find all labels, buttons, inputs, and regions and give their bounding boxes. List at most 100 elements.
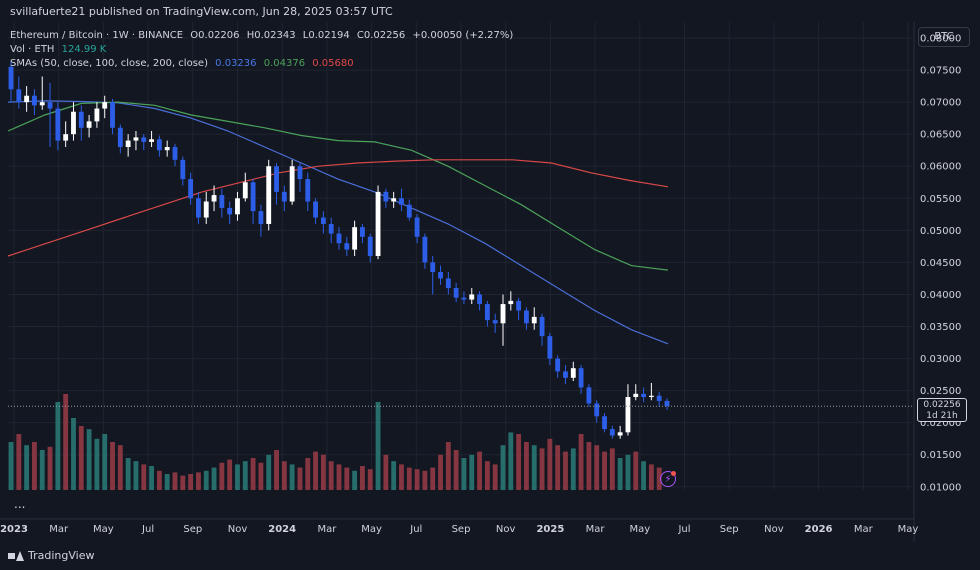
candle-body — [156, 139, 162, 151]
candle-body — [320, 217, 326, 224]
candle-body — [149, 139, 154, 142]
y-tick-label: 0.04500 — [920, 258, 961, 269]
volume-bar — [531, 445, 537, 490]
volume-bar — [156, 470, 162, 490]
y-tick-label: 0.02500 — [920, 386, 961, 397]
volume-bar — [313, 451, 318, 490]
x-tick-label: Nov — [496, 524, 516, 535]
x-tick-label: Mar — [586, 524, 606, 535]
candle-body — [172, 147, 178, 160]
symbol-box[interactable]: BTC — [918, 27, 970, 47]
y-tick-label: 0.06000 — [920, 162, 961, 173]
candle-body — [422, 236, 428, 263]
volume-bar — [164, 474, 170, 490]
grid-lines — [8, 22, 912, 490]
candle-body — [24, 95, 30, 103]
y-tick-label: 0.06500 — [920, 130, 961, 141]
volume-bar — [477, 451, 482, 490]
candle-body — [594, 403, 600, 417]
candle-body — [539, 316, 545, 337]
candle-body — [586, 387, 592, 404]
volume-bar — [539, 448, 545, 490]
lightning-icon[interactable]: ⚡ — [660, 471, 676, 487]
price-chart[interactable]: 0.08000 0.07500 0.07000 0.06500 0.06000 0.055… — [0, 22, 980, 542]
volume-bar — [250, 458, 256, 490]
candle-body — [63, 134, 69, 141]
tradingview-logo-icon — [8, 550, 24, 561]
volume-bar — [117, 445, 123, 490]
candle-body — [203, 201, 209, 218]
more-indicators-button[interactable]: ... — [14, 497, 26, 511]
candle-body — [110, 102, 115, 128]
volume-bar — [578, 434, 584, 490]
tradingview-logo-text: TradingView — [28, 549, 95, 562]
volume-bar — [320, 454, 326, 490]
candle-body — [250, 182, 256, 212]
candle-body — [391, 198, 397, 202]
y-tick-label: 0.01500 — [920, 450, 961, 461]
volume-bar — [289, 464, 295, 490]
y-tick-label: 0.03500 — [920, 322, 961, 333]
candle-body — [266, 166, 272, 224]
candle-body — [453, 288, 459, 298]
x-tick-label: 2025 — [536, 524, 564, 535]
volume-bar — [602, 451, 607, 490]
volume-bar — [149, 466, 154, 490]
volume-bar — [227, 459, 233, 490]
candle-body — [328, 223, 334, 234]
y-tick-label: 0.01000 — [920, 482, 961, 493]
candle-body — [524, 310, 529, 324]
volume-bar — [656, 467, 662, 490]
volume-bar — [563, 451, 568, 490]
volume-bar — [8, 442, 14, 490]
candle-body — [383, 191, 389, 202]
volume-bar — [516, 434, 522, 490]
volume-bar — [344, 467, 350, 490]
current-price-label: 0.02256 — [923, 400, 961, 410]
tradingview-logo[interactable]: TradingView — [8, 549, 94, 562]
candle-body — [227, 207, 233, 215]
candle-body — [32, 95, 37, 106]
candle-body — [344, 243, 350, 250]
candle-body — [55, 108, 61, 141]
x-tick-label: Mar — [854, 524, 874, 535]
current-price-tag: 0.02256 1d 21h — [917, 398, 967, 422]
volume-bar — [625, 454, 631, 490]
volume-bar — [86, 429, 92, 490]
volume-bar — [297, 467, 303, 490]
time-axis[interactable]: 2023 Mar May Jul Sep Nov 2024 Mar May Jul Sep Nov 20… — [0, 518, 918, 535]
volume-bar — [274, 450, 279, 490]
candle-body — [414, 217, 420, 237]
candle-body — [360, 227, 365, 237]
candle-body — [445, 278, 451, 289]
candle-body — [297, 166, 303, 180]
legend-pair: Ethereum / Bitcoin · 1W · BINANCE — [10, 30, 184, 41]
x-tick-label: 2024 — [268, 524, 296, 535]
top-bar: svillafuerte21 published on TradingView.… — [0, 0, 980, 22]
volume-bar — [266, 454, 272, 490]
volume-bar — [609, 448, 615, 490]
candle-body — [47, 102, 53, 109]
candle-body — [125, 140, 131, 148]
candles — [8, 60, 912, 439]
sma50-line — [7, 100, 669, 345]
volume-bar — [133, 461, 139, 490]
volume-bar — [594, 445, 600, 490]
volume-bar — [242, 461, 248, 490]
candle-body — [39, 102, 45, 106]
x-tick-label: 2023 — [0, 524, 28, 535]
volume-bar — [469, 454, 475, 490]
candle-body — [336, 233, 342, 244]
notification-dot — [671, 471, 676, 476]
volume-bar — [188, 474, 194, 490]
x-tick-label: Mar — [49, 524, 69, 535]
y-tick-label: 0.05000 — [920, 226, 961, 237]
volume-bar — [55, 402, 61, 490]
x-tick-label: 2026 — [805, 524, 833, 535]
volume-bar — [211, 467, 217, 490]
volume-bar — [110, 442, 115, 490]
candle-body — [648, 395, 654, 398]
price-axis[interactable]: 0.08000 0.07500 0.07000 0.06500 0.06000 0.055… — [913, 22, 961, 542]
candle-body — [86, 121, 92, 128]
y-tick-label: 0.07000 — [920, 98, 961, 109]
